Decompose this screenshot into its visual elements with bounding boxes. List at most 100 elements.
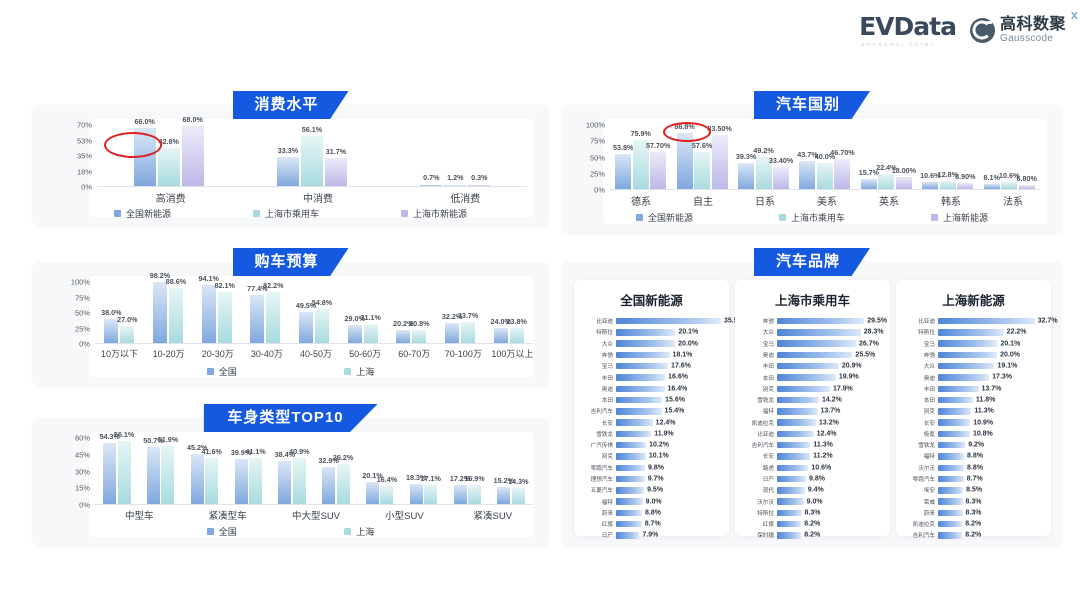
bar[interactable]: 33.3%	[276, 146, 299, 186]
brand-row[interactable]: 长安 12.4%	[582, 418, 721, 428]
brand-row[interactable]: 比亚迪 32.7%	[904, 316, 1057, 326]
bar[interactable]: 41.6%	[202, 447, 222, 504]
bar[interactable]: 50.7%	[143, 436, 164, 504]
bar[interactable]: 56.1%	[114, 430, 134, 504]
bar[interactable]: 94.1%	[198, 274, 219, 343]
brand-row[interactable]: 丰田 13.7%	[904, 384, 1043, 394]
legend-item[interactable]: 上海	[344, 365, 374, 378]
brand-row[interactable]: 奔驰 18.1%	[582, 350, 721, 360]
brand-row[interactable]: 大众 19.1%	[904, 361, 1043, 371]
bar[interactable]: 54.8%	[312, 298, 332, 343]
brand-row[interactable]: 凯迪拉克 13.2%	[743, 418, 882, 428]
bar[interactable]: 53.8%	[613, 143, 633, 189]
brand-row[interactable]: 别克 10.1%	[582, 451, 721, 461]
brand-row[interactable]: 广汽传祺 10.2%	[582, 440, 721, 450]
bar[interactable]: 18.3%	[406, 473, 426, 504]
legend-item[interactable]: 上海市乘用车	[778, 211, 845, 224]
brand-row[interactable]: 长安 10.9%	[904, 418, 1043, 428]
brand-row[interactable]: 本田 19.9%	[743, 372, 882, 382]
bar[interactable]: 66.0%	[133, 117, 156, 186]
legend-item[interactable]: 上海新能源	[930, 211, 988, 224]
brand-row[interactable]: 宝马 17.6%	[582, 361, 721, 371]
brand-row[interactable]: 沃尔沃 9.0%	[743, 497, 882, 507]
bar[interactable]: 38.0%	[101, 308, 122, 343]
brand-row[interactable]: 特斯拉 22.2%	[904, 327, 1043, 337]
bar[interactable]: 82.1%	[214, 281, 235, 343]
bar[interactable]: 57.6%	[692, 141, 712, 189]
bar[interactable]: 29.0%	[344, 314, 365, 343]
brand-row[interactable]: 红旗 8.2%	[743, 519, 882, 529]
bar[interactable]: 32.9%	[318, 456, 339, 504]
bar[interactable]: 36.2%	[333, 453, 353, 504]
bar[interactable]: 77.4%	[247, 284, 268, 343]
brand-row[interactable]: 奥迪 17.3%	[904, 372, 1043, 382]
bar[interactable]: 83.50%	[707, 124, 732, 189]
brand-row[interactable]: 吉利汽车 11.3%	[743, 440, 882, 450]
bar[interactable]: 41.1%	[245, 447, 266, 504]
bar[interactable]: 43.7%	[797, 150, 818, 189]
brand-row[interactable]: 长安 11.2%	[743, 451, 882, 461]
bar[interactable]: 27.0%	[117, 315, 138, 343]
bar[interactable]: 39.9%	[231, 448, 251, 504]
bar[interactable]: 15.7%	[859, 168, 879, 189]
brand-row[interactable]: 大众 20.0%	[582, 339, 721, 349]
bar[interactable]: 57.70%	[646, 141, 670, 189]
brand-row[interactable]: 日产 7.9%	[582, 530, 721, 540]
brand-row[interactable]: 蔚来 8.8%	[582, 508, 721, 518]
bar[interactable]: 16.9%	[464, 474, 485, 504]
brand-row[interactable]: 零跑汽车 8.7%	[904, 474, 1043, 484]
brand-row[interactable]: 福特 9.0%	[582, 497, 721, 507]
bar[interactable]: 31.7%	[324, 147, 347, 186]
bar[interactable]: 20.8%	[409, 319, 430, 343]
bar[interactable]: 39.3%	[736, 152, 756, 189]
brand-row[interactable]: 雪铁龙 14.2%	[743, 395, 882, 405]
bar[interactable]: 33.7%	[458, 311, 478, 343]
bar[interactable]: 18.00%	[892, 166, 916, 189]
bar[interactable]: 33.40%	[769, 156, 793, 189]
brand-row[interactable]: 极氪 10.8%	[904, 429, 1043, 439]
bar[interactable]: 40.9%	[289, 447, 310, 504]
legend-item[interactable]: 上海	[344, 525, 374, 538]
bar[interactable]: 10.6%	[920, 171, 941, 189]
bar[interactable]: 8.1%	[984, 173, 1000, 189]
bar[interactable]: 31.1%	[360, 313, 381, 343]
legend-item[interactable]: 上海市乘用车	[252, 207, 319, 220]
brand-row[interactable]: 奔驰 20.0%	[904, 350, 1043, 360]
bar[interactable]: 0.7%	[420, 173, 443, 186]
bar[interactable]: 40.0%	[815, 152, 835, 189]
legend-item[interactable]: 全国	[206, 365, 237, 378]
bar[interactable]: 56.1%	[300, 125, 323, 186]
brand-row[interactable]: 宝马 20.1%	[904, 339, 1043, 349]
brand-row[interactable]: 特斯拉 20.1%	[582, 327, 721, 337]
brand-row[interactable]: 吉利汽车 8.2%	[904, 530, 1043, 540]
bar[interactable]: 45.2%	[187, 443, 207, 504]
bar[interactable]: 42.8%	[157, 137, 180, 186]
bar[interactable]: 20.2%	[393, 319, 414, 343]
bar[interactable]: 23.8%	[507, 317, 527, 343]
bar[interactable]: 16.4%	[377, 475, 397, 504]
bar[interactable]: 6.80%	[1017, 174, 1037, 189]
brand-row[interactable]: 丰田 16.6%	[582, 372, 721, 382]
brand-row[interactable]: 奥迪 25.5%	[743, 350, 882, 360]
brand-row[interactable]: 现代 9.4%	[743, 485, 882, 495]
bar[interactable]: 15.2%	[494, 476, 514, 504]
brand-row[interactable]: 埃安 8.5%	[904, 485, 1043, 495]
bar[interactable]: 17.2%	[450, 474, 470, 504]
brand-row[interactable]: 零跑汽车 9.8%	[582, 463, 721, 473]
legend-item[interactable]: 全国新能源	[635, 211, 693, 224]
brand-row[interactable]: 本田 11.8%	[904, 395, 1043, 405]
brand-row[interactable]: 福特 8.8%	[904, 451, 1043, 461]
brand-row[interactable]: 红旗 8.7%	[582, 519, 721, 529]
brand-row[interactable]: 路虎 10.6%	[743, 463, 882, 473]
brand-row[interactable]: 奔驰 29.5%	[743, 316, 887, 326]
bar[interactable]: 0.3%	[468, 173, 491, 186]
brand-row[interactable]: 凯迪拉克 8.2%	[904, 519, 1043, 529]
brand-row[interactable]: 本田 15.6%	[582, 395, 721, 405]
brand-row[interactable]: 比亚迪 35.5%	[582, 316, 744, 326]
legend-item[interactable]: 上海市新能源	[400, 207, 467, 220]
bar[interactable]: 12.8%	[938, 170, 958, 189]
bar[interactable]: 54.3%	[99, 432, 120, 504]
bar[interactable]: 22.4%	[876, 163, 897, 189]
bar[interactable]: 14.3%	[508, 477, 529, 504]
brand-row[interactable]: 宝马 26.7%	[743, 339, 882, 349]
